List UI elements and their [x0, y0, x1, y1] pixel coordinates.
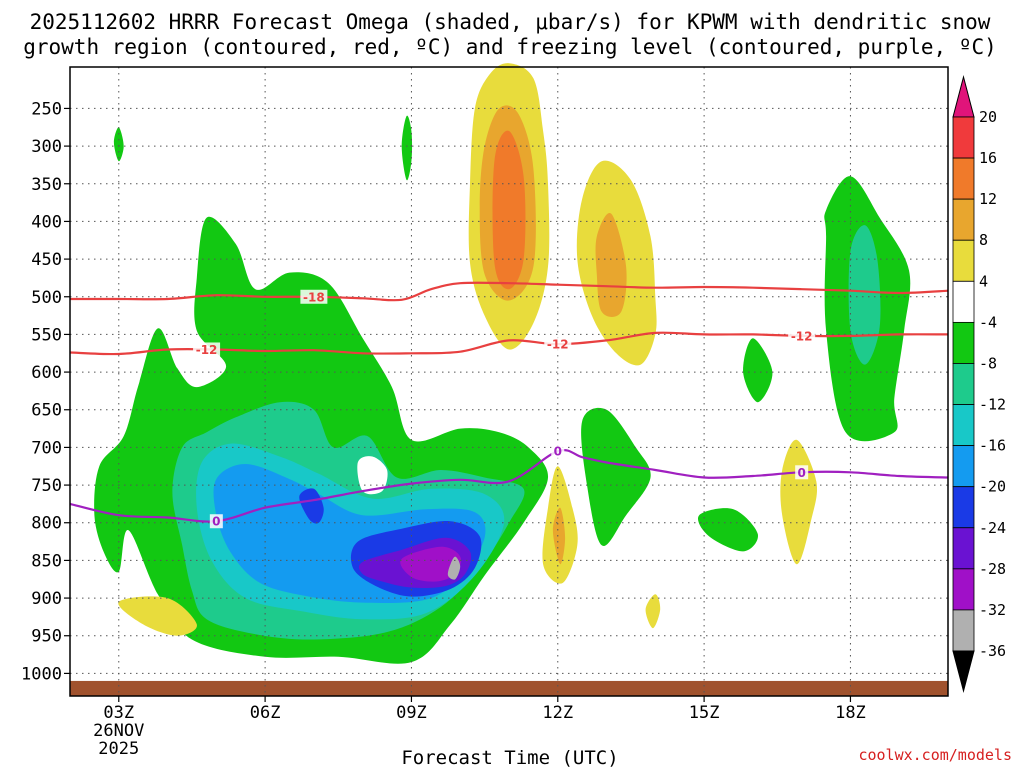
omega-region-yellow-lower-left	[118, 596, 197, 636]
x-tick-label-09Z: 09Z	[396, 703, 427, 723]
grid-lines	[70, 67, 948, 696]
y-tick-label-900: 900	[31, 589, 62, 609]
y-tick-label-300: 300	[31, 137, 62, 157]
omega-region-darkblue-small	[299, 488, 324, 524]
freezing-label-2-bg	[795, 465, 809, 480]
colorbar-swatch-11	[952, 568, 975, 611]
y-tick-label-600: 600	[31, 363, 62, 383]
colorbar-swatch-1	[952, 157, 975, 200]
plot-frame	[69, 66, 949, 697]
dendritic-label-1-1: -12	[791, 329, 813, 343]
colorbar-label-12: -32	[979, 601, 1006, 619]
ground-layer	[70, 680, 948, 696]
y-tick-label-950: 950	[31, 627, 62, 647]
freezing-label-2: 0	[797, 466, 805, 480]
colorbar-swatch-6	[952, 363, 975, 405]
y-axis: 250 300 350 400 450 500 550 600 650 700 750 800 850 9…	[21, 99, 70, 684]
colorbar-label-10: -24	[979, 519, 1006, 537]
colorbar-label-9: -20	[979, 478, 1006, 496]
omega-region-teal-right	[848, 225, 881, 365]
dendritic-label-1a-bg	[193, 342, 221, 357]
colorbar-swatch-3	[952, 239, 975, 282]
dendritic-contour-0-line	[70, 281, 949, 302]
x-axis-label: Forecast Time (UTC)	[401, 747, 618, 768]
x-tick-label-12Z: 12Z	[542, 703, 573, 723]
dendritic-label-1-0: -12	[547, 338, 569, 352]
omega-region-green-upper-left	[113, 127, 124, 162]
omega-region-gold-12z-small	[552, 507, 566, 565]
colorbar: 20 16 12 8 4 -4 -8 -12 -16 -20 -24 -28 -32 -36	[952, 75, 1006, 693]
colorbar-label-7: -12	[979, 396, 1006, 414]
omega-region-violet-core	[400, 546, 462, 582]
omega-region-green-16z-blob	[743, 338, 773, 403]
colorbar-swatch-10	[952, 527, 975, 570]
colorbar-swatch-12	[952, 609, 975, 652]
x-tick-label-03Z: 03Z	[103, 703, 134, 723]
colorbar-label-3: 8	[979, 231, 988, 249]
credit-text: coolwx.com/models	[858, 746, 1012, 764]
colorbar-bottom-arrow	[952, 650, 975, 693]
colorbar-label-8: -16	[979, 437, 1006, 455]
dendritic-label-1-0-bg	[544, 337, 572, 352]
omega-region-gray-core	[447, 556, 461, 580]
ground-fill	[70, 680, 948, 696]
omega-region-green-top-spike-09	[401, 115, 413, 181]
omega-shading	[94, 63, 911, 664]
omega-region-orange-11z	[492, 130, 526, 290]
colorbar-swatch-9	[952, 486, 975, 529]
omega-region-yellow-1630-blob	[780, 439, 818, 565]
omega-region-green-1230-blob	[581, 407, 651, 547]
x-tick-label-18Z: 18Z	[835, 703, 866, 723]
y-tick-label-700: 700	[31, 438, 62, 458]
y-tick-label-350: 350	[31, 175, 62, 195]
colorbar-label-5: -4	[979, 313, 997, 331]
y-tick-label-750: 750	[31, 476, 62, 496]
freezing-label-1: 0	[554, 445, 562, 459]
colorbar-label-1: 16	[979, 149, 997, 167]
y-tick-label-450: 450	[31, 250, 62, 270]
y-tick-label-1000: 1000	[21, 664, 62, 684]
freezing-label-1-bg	[551, 444, 565, 459]
x-tick-label-15Z: 15Z	[689, 703, 720, 723]
y-tick-label-800: 800	[31, 514, 62, 534]
dendritic-label-0a-bg	[300, 289, 328, 304]
y-tick-label-500: 500	[31, 288, 62, 308]
freezing-label-0: 0	[212, 515, 220, 529]
colorbar-swatch-5	[952, 321, 975, 364]
dendritic-label-1a: -12	[196, 343, 218, 357]
x-date-line1: 26NOV	[93, 721, 144, 741]
colorbar-label-11: -28	[979, 560, 1006, 578]
y-tick-label-650: 650	[31, 401, 62, 421]
colorbar-swatch-7	[952, 404, 975, 447]
colorbar-label-2: 12	[979, 190, 997, 208]
colorbar-swatch-4	[952, 280, 975, 323]
colorbar-swatch-0	[952, 116, 975, 159]
y-tick-label-850: 850	[31, 551, 62, 571]
omega-region-gold-13z	[595, 213, 627, 318]
x-tick-label-06Z: 06Z	[250, 703, 281, 723]
temperature-contours: -18 -12 -12 -12 0 0 0	[69, 281, 949, 529]
colorbar-label-13: -36	[979, 642, 1006, 660]
colorbar-swatch-2	[952, 198, 975, 241]
x-date-line2: 2025	[98, 739, 139, 759]
y-tick-label-250: 250	[31, 99, 62, 119]
colorbar-top-arrow	[952, 75, 975, 118]
omega-region-green-1530-blob	[697, 508, 759, 552]
omega-region-yellow-14z-dot	[645, 594, 661, 629]
colorbar-label-6: -8	[979, 354, 997, 372]
chart-title-line2: growth region (contoured, red, ºC) and f…	[23, 35, 997, 59]
freezing-label-0-bg	[209, 514, 223, 529]
chart-title-line1: 2025112602 HRRR Forecast Omega (shaded, …	[30, 10, 991, 34]
y-tick-label-550: 550	[31, 325, 62, 345]
colorbar-label-4: 4	[979, 272, 988, 290]
dendritic-label-0a: -18	[303, 290, 325, 304]
dendritic-label-1-1-bg	[788, 328, 816, 343]
y-tick-label-400: 400	[31, 212, 62, 232]
colorbar-swatch-8	[952, 445, 975, 488]
colorbar-label-0: 20	[979, 108, 997, 126]
